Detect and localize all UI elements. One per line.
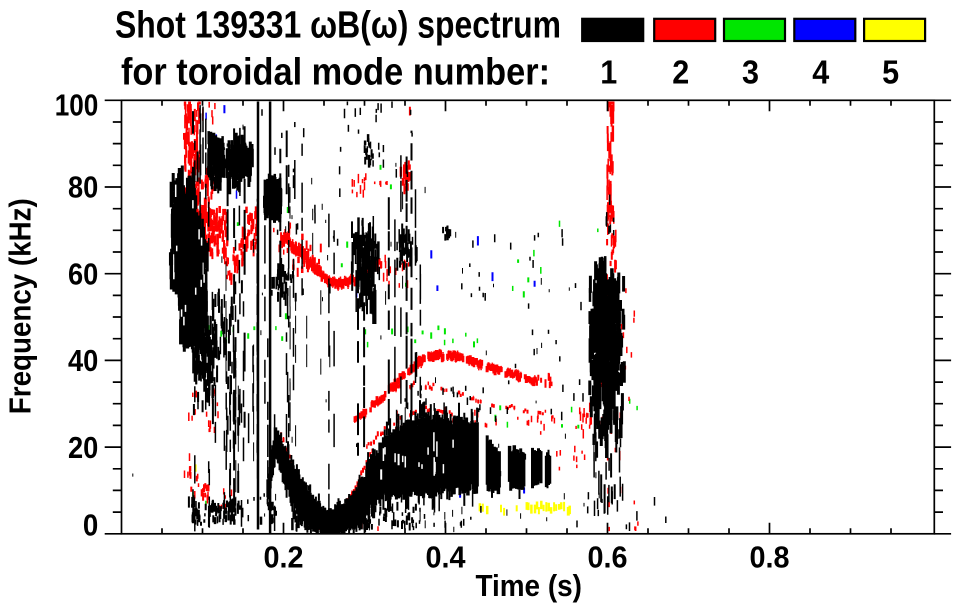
svg-text:2: 2 <box>672 53 689 90</box>
svg-text:Time (s): Time (s) <box>475 569 582 603</box>
svg-text:1: 1 <box>600 53 617 90</box>
svg-text:60: 60 <box>68 257 98 291</box>
svg-text:0.8: 0.8 <box>750 541 790 575</box>
svg-text:Frequency (kHz): Frequency (kHz) <box>4 198 38 414</box>
svg-text:4: 4 <box>812 53 830 90</box>
svg-text:0.2: 0.2 <box>264 541 304 575</box>
svg-text:5: 5 <box>882 53 899 90</box>
svg-text:0.6: 0.6 <box>588 541 628 575</box>
svg-text:for toroidal mode number:: for toroidal mode number: <box>121 52 550 94</box>
svg-text:100: 100 <box>55 89 99 123</box>
svg-text:80: 80 <box>68 171 98 205</box>
svg-text:3: 3 <box>742 53 759 90</box>
svg-text:0: 0 <box>83 509 98 543</box>
svg-text:20: 20 <box>68 431 98 465</box>
svg-text:0.4: 0.4 <box>426 541 466 575</box>
svg-text:Shot 139331 ωB(ω) spectrum: Shot 139331 ωB(ω) spectrum <box>115 4 561 46</box>
svg-text:40: 40 <box>68 344 98 378</box>
